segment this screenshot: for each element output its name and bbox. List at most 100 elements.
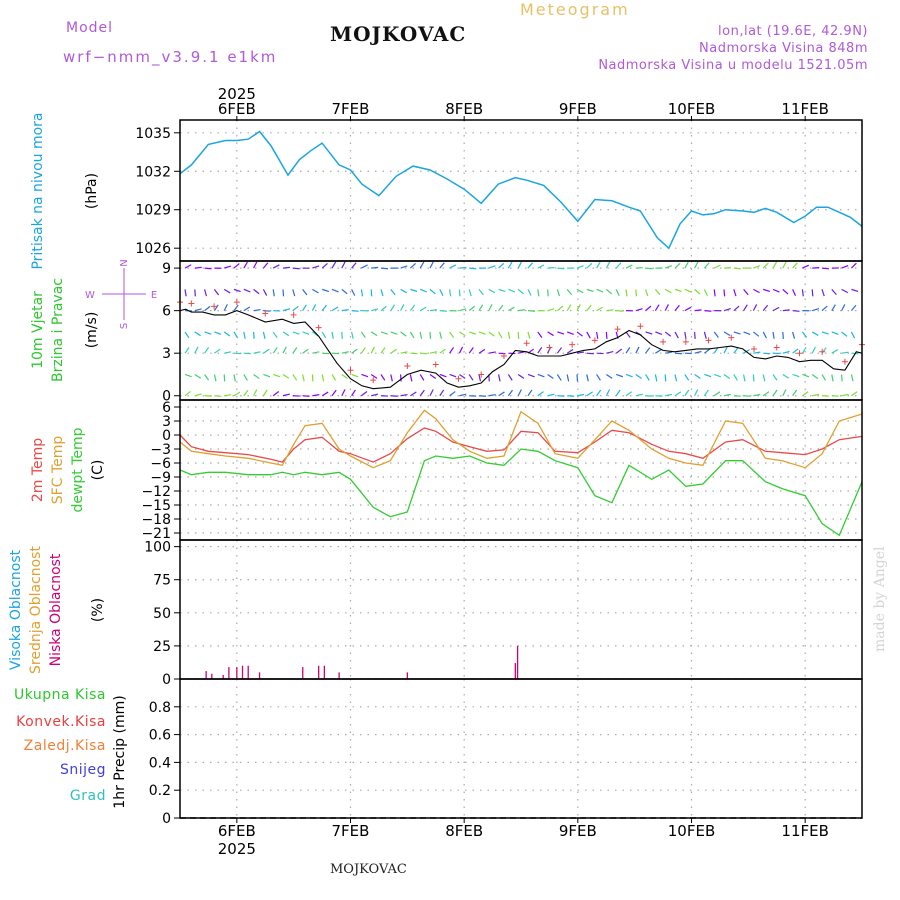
wind-barb <box>782 309 790 312</box>
wind-barb <box>851 391 858 397</box>
wind-barb <box>292 374 298 381</box>
time-label-bottom: 7FEB <box>332 822 370 840</box>
wind-barb <box>302 331 310 335</box>
wind-barb <box>253 288 260 295</box>
wind-barb <box>419 389 425 397</box>
wind-barb <box>194 308 202 312</box>
wind-barb <box>331 331 334 339</box>
wind-barb <box>753 265 761 269</box>
wind-barb <box>204 374 210 381</box>
wind-barb <box>517 331 520 339</box>
wind-barb <box>488 304 493 311</box>
wind-barb <box>703 331 707 339</box>
wind-barb <box>468 289 472 297</box>
wind-barb <box>665 351 673 354</box>
wind-barb <box>302 348 309 354</box>
pressure-tick-label: 1029 <box>135 203 171 219</box>
wind-barb <box>322 288 330 293</box>
wind-barb <box>850 331 856 339</box>
wind-barb <box>458 346 464 354</box>
wind-barb <box>507 374 513 381</box>
wind-barb <box>665 393 673 397</box>
wind-barb <box>831 304 836 311</box>
wind-barb <box>772 389 778 397</box>
wind-barb <box>419 306 427 312</box>
wind-gust-point <box>660 338 667 345</box>
wind-barb <box>498 352 506 355</box>
wind-barb <box>370 289 373 297</box>
wind-barb <box>243 374 248 381</box>
wind-barb <box>723 393 731 397</box>
wind-barb <box>312 351 320 354</box>
wind-gust-point <box>728 334 735 341</box>
wind-barb <box>390 348 397 354</box>
wind-barb <box>292 347 298 354</box>
wind-barb <box>214 348 221 354</box>
wind-barb <box>507 389 514 397</box>
wind-barb <box>331 261 337 269</box>
wind-barb <box>429 288 436 295</box>
wind-barb <box>831 331 839 336</box>
wind-gust-point <box>455 375 462 382</box>
wind-barb <box>312 265 320 269</box>
cloud-axis-label-mid: Srednja Oblacnost <box>28 546 44 674</box>
wind-barb <box>488 393 496 397</box>
wind-barb <box>772 374 778 381</box>
wind-barb <box>762 262 769 269</box>
wind-barb <box>596 331 599 339</box>
wind-panel-frame <box>179 260 863 401</box>
wind-barb <box>586 288 594 293</box>
wind-barb <box>527 373 535 378</box>
wind-barb <box>184 289 187 297</box>
wind-barb <box>360 331 366 339</box>
wind-barb <box>409 331 415 339</box>
wind-barb <box>194 346 199 354</box>
wind-barb <box>635 308 643 312</box>
wind-barb <box>596 261 601 269</box>
wind-gust-point <box>478 371 485 378</box>
wind-barb <box>831 288 837 296</box>
wind-barb <box>243 331 246 339</box>
wind-barb <box>400 304 405 311</box>
wind-barb <box>361 264 368 269</box>
wind-barb <box>272 347 278 354</box>
wind-barb <box>605 261 611 269</box>
cloud-tick-label: 75 <box>153 573 171 589</box>
wind-barb <box>429 351 437 354</box>
time-label-top: 8FEB <box>445 100 483 118</box>
wind-speed-line <box>179 308 863 390</box>
wind-barb <box>713 331 719 338</box>
wind-barb <box>586 304 592 312</box>
wind-barb <box>204 305 211 312</box>
wind-barb <box>224 351 232 354</box>
wind-barb <box>488 331 495 337</box>
wind-barb <box>478 331 486 335</box>
wind-barb <box>292 289 296 297</box>
wind-barb <box>498 262 505 269</box>
wind-barb <box>527 310 536 312</box>
wind-barb <box>194 373 202 379</box>
wind-barb <box>782 373 790 379</box>
cloud-tick-label: 25 <box>153 639 171 655</box>
wind-barb <box>635 289 637 297</box>
wind-barb <box>605 389 611 397</box>
wind-barb <box>223 331 231 337</box>
wind-barb <box>664 288 672 294</box>
wind-barb <box>341 351 349 354</box>
wind-barb <box>429 261 434 269</box>
wind-barb <box>341 331 343 339</box>
wind-barb <box>213 374 217 382</box>
wind-barb <box>370 373 378 379</box>
wind-barb <box>713 289 716 297</box>
wind-barb <box>351 262 357 269</box>
wind-barb <box>194 331 201 337</box>
wind-gust-point <box>546 344 553 351</box>
wind-barb <box>635 346 640 354</box>
wind-barb <box>655 348 662 354</box>
wind-barb <box>253 308 261 312</box>
wind-barb <box>850 374 854 382</box>
wind-barb <box>312 288 319 294</box>
wind-barb <box>762 304 769 312</box>
wind-barb <box>439 389 445 397</box>
cloud-tick-label: 0 <box>162 672 171 688</box>
